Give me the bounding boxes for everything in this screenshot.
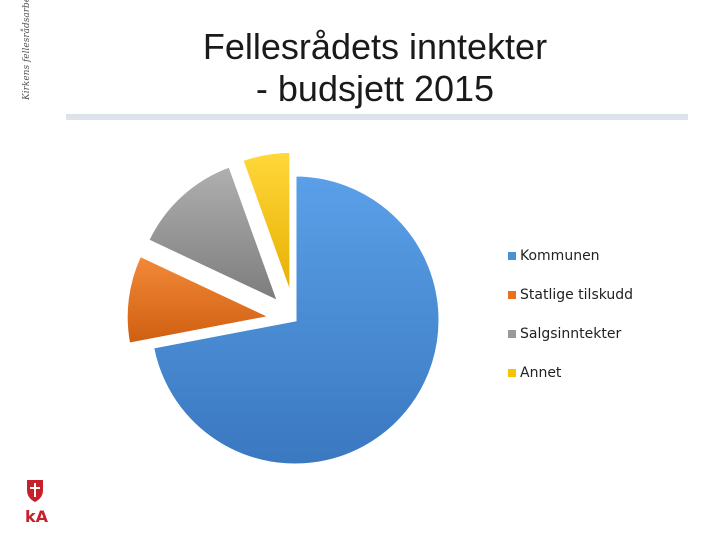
pie-slice-statlige-tilskudd	[124, 253, 277, 346]
legend-label: Annet	[520, 365, 562, 381]
title-line-2: - budsjett 2015	[255, 68, 495, 109]
ka-logo-icon: kA	[25, 507, 48, 526]
legend: Kommunen Statlige tilskudd Salgsinntekter A…	[508, 246, 633, 402]
legend-label: Statlige tilskudd	[520, 287, 634, 303]
title-rule	[66, 114, 688, 120]
pie-slice-salgsinntekter	[145, 163, 282, 306]
pie-slice-kommunen	[150, 173, 442, 467]
legend-item: Salgsinntekter	[508, 324, 633, 344]
pie-slice-annet	[239, 149, 293, 297]
legend-item: Annet	[508, 363, 633, 383]
ka-logo-text: kA	[25, 507, 48, 526]
legend-swatch	[508, 330, 516, 338]
legend-label: Salgsinntekter	[520, 326, 622, 342]
legend-item: Kommunen	[508, 246, 633, 266]
legend-label: Kommunen	[520, 248, 600, 264]
legend-swatch	[508, 252, 516, 260]
legend-swatch	[508, 291, 516, 299]
page-title: Fellesrådets inntekter - budsjett 2015	[150, 26, 600, 110]
legend-item: Statlige tilskudd	[508, 285, 633, 305]
title-line-1: Fellesrådets inntekter	[202, 26, 548, 67]
church-emblem-icon	[27, 480, 43, 502]
logo-group: kA	[25, 480, 48, 526]
legend-swatch	[508, 369, 516, 377]
